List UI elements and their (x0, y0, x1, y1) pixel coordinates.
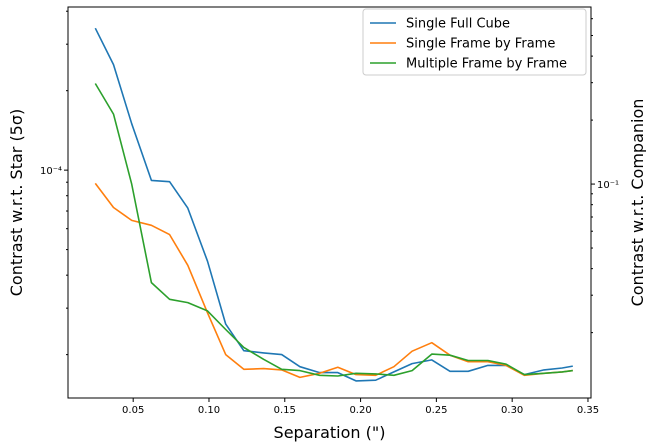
legend-label-single-full-cube: Single Full Cube (406, 17, 510, 32)
left-y-axis-ticks: 10⁻⁴ (40, 10, 68, 356)
x-tick-label-5: 0.30 (501, 405, 523, 416)
x-tick-label-3: 0.20 (349, 405, 371, 416)
left-y-tick-label-0: 10⁻⁴ (40, 166, 62, 177)
series-line-0 (94, 27, 573, 382)
right-y-axis-title: Contrast w.r.t. Companion (628, 99, 646, 307)
left-y-axis-title: Contrast w.r.t. Star (5σ) (7, 109, 26, 297)
x-tick-label-0: 0.05 (122, 405, 144, 416)
plot-frame (67, 6, 592, 399)
legend-label-single-frame-by-frame: Single Frame by Frame (406, 37, 555, 52)
x-tick-label-1: 0.10 (198, 405, 220, 416)
series-line-2 (94, 83, 573, 377)
x-tick-label-4: 0.25 (425, 405, 447, 416)
series-line-1 (94, 182, 573, 379)
legend-label-multiple-frame-by-frame: Multiple Frame by Frame (406, 57, 567, 72)
x-axis-title: Separation (") (274, 423, 386, 442)
x-tick-label-2: 0.15 (274, 405, 296, 416)
x-axis-ticks: 0.05 0.10 0.15 0.20 0.25 0.30 0.35 (122, 398, 599, 416)
legend: Single Full Cube Single Frame by Frame M… (362, 8, 587, 76)
right-y-axis-ticks: 10⁻¹ (591, 18, 619, 334)
right-y-tick-label-0: 10⁻¹ (597, 180, 619, 191)
series-layer (94, 27, 573, 382)
legend-frame (362, 8, 587, 76)
x-tick-label-6: 0.35 (577, 405, 599, 416)
